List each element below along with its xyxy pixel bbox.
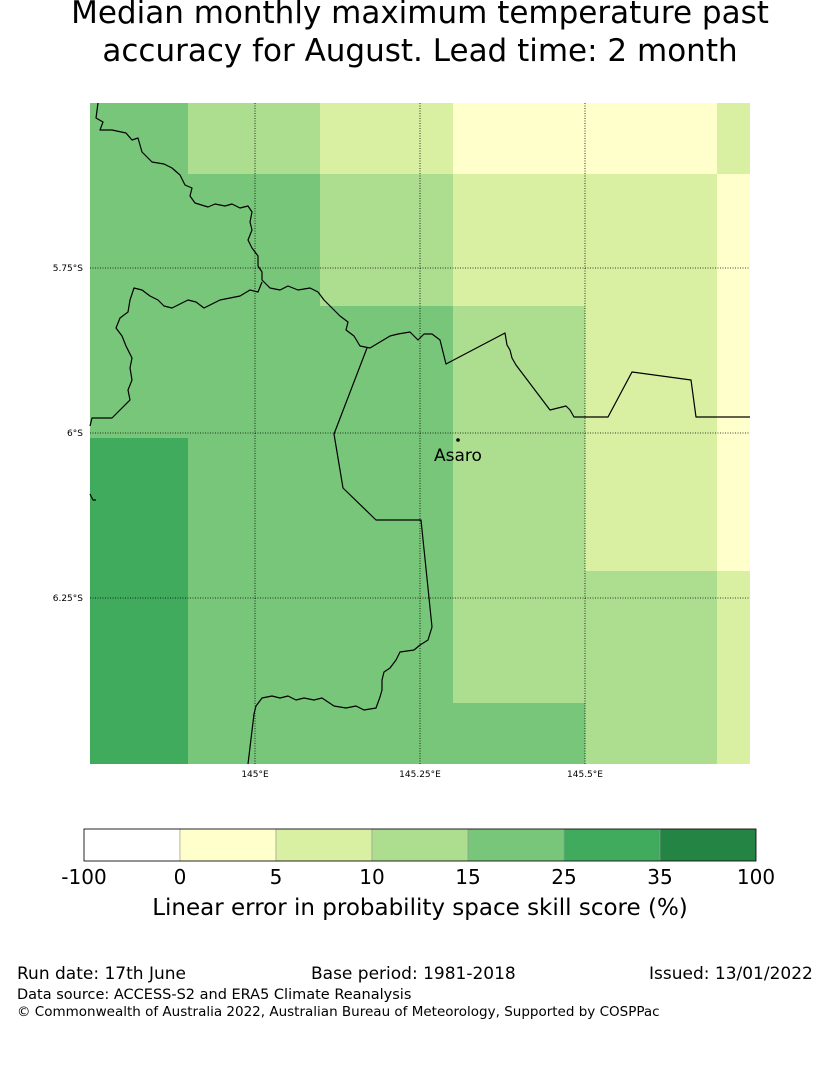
title-line-2: accuracy for August. Lead time: 2 month bbox=[102, 33, 738, 69]
base-period: Base period: 1981-2018 bbox=[311, 964, 516, 984]
run-date: Run date: 17th June bbox=[17, 964, 186, 984]
colorbar-segment bbox=[83, 828, 181, 862]
copyright: © Commonwealth of Australia 2022, Austra… bbox=[17, 1004, 660, 1020]
colorbar-segment bbox=[371, 828, 469, 862]
lon-label-145: 145°E bbox=[241, 770, 269, 780]
place-label-asaro: Asaro bbox=[434, 446, 482, 466]
skill-grid bbox=[90, 103, 750, 764]
colorbar-segment bbox=[563, 828, 661, 862]
colorbar-tick-label: 15 bbox=[455, 865, 480, 889]
map-title: Median monthly maximum temperature past … bbox=[0, 0, 840, 70]
colorbar-tick-label: 5 bbox=[270, 865, 283, 889]
colorbar-tick-label: -100 bbox=[61, 865, 106, 889]
lat-labels: 5.75°S 6°S 6.25°S bbox=[53, 264, 84, 604]
province-borders bbox=[89, 102, 750, 765]
title-line-1: Median monthly maximum temperature past bbox=[71, 0, 769, 31]
colorbar-tick-label: 35 bbox=[647, 865, 672, 889]
colorbar-segment bbox=[179, 828, 277, 862]
colorbar-tick-label: 25 bbox=[551, 865, 576, 889]
lat-label-5-75: 5.75°S bbox=[53, 264, 84, 274]
data-source: Data source: ACCESS-S2 and ERA5 Climate … bbox=[17, 987, 412, 1003]
colorbar-tick-label: 0 bbox=[174, 865, 187, 889]
colorbar-ticks: -100 0 5 10 15 25 35 100 bbox=[61, 865, 775, 889]
lat-label-6-25: 6.25°S bbox=[53, 594, 84, 604]
lon-label-145-25: 145.25°E bbox=[399, 770, 441, 780]
colorbar-segment bbox=[659, 828, 757, 862]
colorbar-segment bbox=[275, 828, 373, 862]
lat-label-6: 6°S bbox=[67, 429, 83, 439]
graticule bbox=[90, 103, 750, 764]
asaro-marker bbox=[456, 438, 460, 442]
colorbar-segment bbox=[467, 828, 565, 862]
colorbar-label: Linear error in probability space skill … bbox=[152, 895, 688, 921]
lon-labels: 145°E 145.25°E 145.5°E bbox=[241, 770, 603, 780]
colorbar-tick-label: 100 bbox=[737, 865, 775, 889]
colorbar-frame bbox=[83, 828, 757, 862]
colorbar bbox=[83, 828, 757, 862]
lon-label-145-5: 145.5°E bbox=[567, 770, 603, 780]
issued-date: Issued: 13/01/2022 bbox=[649, 964, 813, 984]
colorbar-tick-label: 10 bbox=[359, 865, 384, 889]
